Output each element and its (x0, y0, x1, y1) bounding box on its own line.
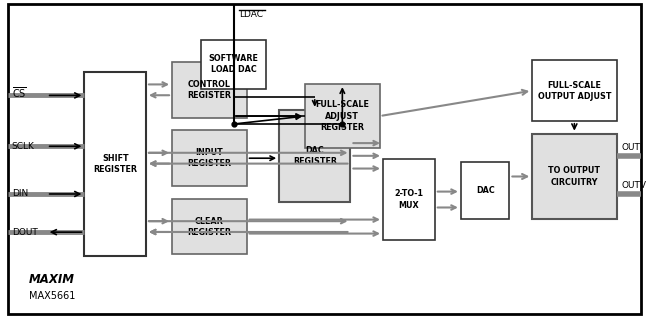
Text: LDAC: LDAC (239, 10, 263, 19)
Text: SCLK: SCLK (12, 142, 34, 151)
Bar (172, 130, 247, 186)
Text: SOFTWARE
LOAD DAC: SOFTWARE LOAD DAC (209, 54, 258, 74)
Bar (84, 72, 146, 256)
Text: CONTROL
REGISTER: CONTROL REGISTER (188, 80, 231, 100)
Text: CLEAR
REGISTER: CLEAR REGISTER (188, 217, 231, 237)
Text: 2-TO-1
MUX: 2-TO-1 MUX (395, 190, 423, 210)
Text: DIN: DIN (12, 190, 28, 198)
Text: OUTV: OUTV (622, 181, 647, 190)
Text: DAC
REGISTER: DAC REGISTER (293, 146, 337, 166)
Bar (461, 162, 509, 219)
Text: FULL-SCALE
OUTPUT ADJUST: FULL-SCALE OUTPUT ADJUST (537, 80, 611, 101)
Text: TO OUTPUT
CIRCUITRY: TO OUTPUT CIRCUITRY (548, 166, 600, 187)
Text: $\overline{\rm CS}$: $\overline{\rm CS}$ (12, 85, 27, 100)
Bar (172, 62, 247, 118)
Bar (305, 84, 380, 148)
Text: DAC: DAC (476, 186, 495, 195)
Text: OUTI: OUTI (622, 143, 643, 152)
Bar (532, 60, 617, 121)
Bar (279, 110, 350, 202)
Text: DOUT: DOUT (12, 228, 38, 237)
Text: INPUT
REGISTER: INPUT REGISTER (188, 148, 231, 168)
Text: SHIFT
REGISTER: SHIFT REGISTER (93, 154, 137, 174)
Bar (172, 199, 247, 254)
Bar (532, 134, 617, 219)
Bar (201, 40, 266, 89)
Bar (383, 159, 435, 240)
Text: MAX5661: MAX5661 (29, 291, 75, 301)
Text: FULL-SCALE
ADJUST
REGISTER: FULL-SCALE ADJUST REGISTER (315, 100, 369, 132)
Text: MAXIM: MAXIM (29, 273, 75, 286)
